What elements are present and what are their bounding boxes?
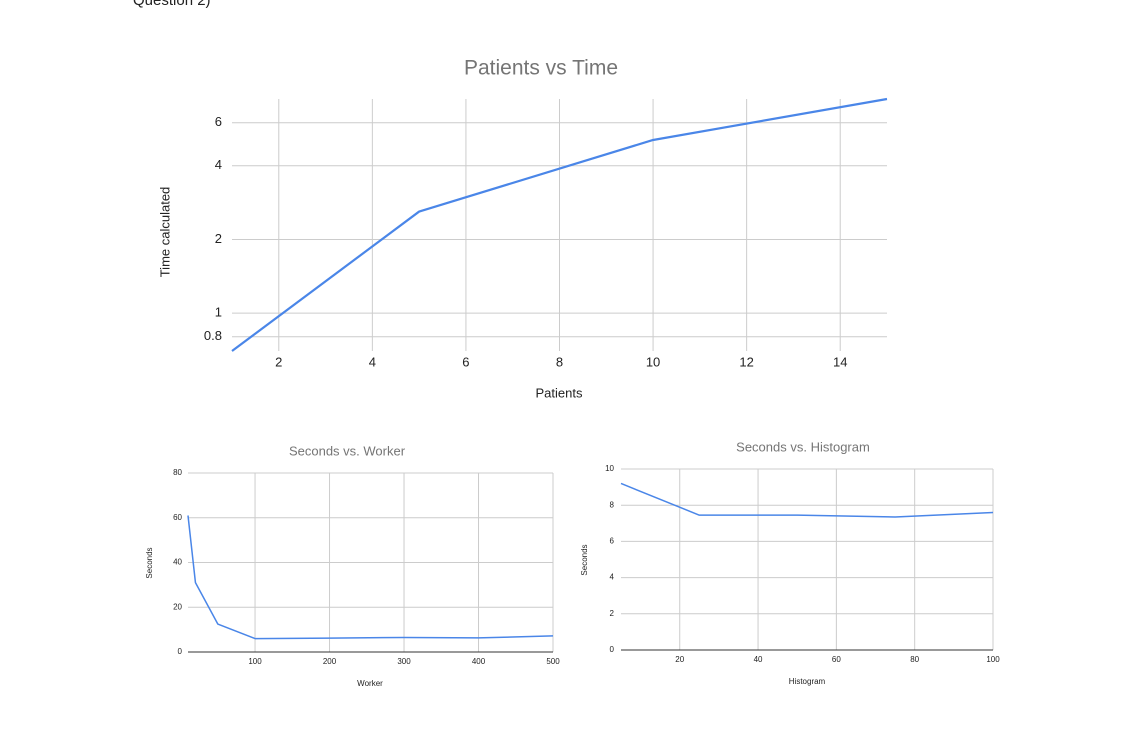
y-tick-label: 2 <box>610 609 615 618</box>
x-tick-label: 80 <box>910 655 919 664</box>
x-tick-label: 12 <box>739 354 753 369</box>
y-tick-label: 10 <box>605 464 614 473</box>
x-tick-label: 60 <box>832 655 841 664</box>
y-tick-label: 6 <box>215 114 222 129</box>
y-tick-label: 0 <box>610 645 615 654</box>
data-line <box>187 515 554 640</box>
x-tick-label: 200 <box>323 657 337 666</box>
y-tick-label: 0 <box>178 647 183 656</box>
x-tick-label: 400 <box>472 657 486 666</box>
y-tick-label: 80 <box>173 468 182 477</box>
x-tick-label: 4 <box>369 354 376 369</box>
x-tick-label: 8 <box>556 354 563 369</box>
y-tick-label: 8 <box>610 500 615 509</box>
y-tick-label: 4 <box>215 157 222 172</box>
y-tick-label: 40 <box>173 558 182 567</box>
x-tick-label: 2 <box>275 354 282 369</box>
chart-title: Seconds vs. Worker <box>289 443 406 458</box>
x-tick-label: 6 <box>462 354 469 369</box>
x-axis-label: Worker <box>357 679 383 688</box>
x-tick-label: 14 <box>833 354 847 369</box>
heading: Question 2) <box>133 0 211 9</box>
x-tick-label: 10 <box>646 354 660 369</box>
y-axis-label: Seconds <box>145 547 154 578</box>
x-tick-label: 40 <box>754 655 763 664</box>
x-tick-label: 100 <box>986 655 1000 664</box>
y-tick-label: 6 <box>610 537 615 546</box>
x-tick-label: 500 <box>546 657 560 666</box>
data-line <box>231 97 888 352</box>
x-tick-label: 100 <box>248 657 262 666</box>
chart-title: Patients vs Time <box>464 57 618 80</box>
y-tick-label: 20 <box>173 602 182 611</box>
chart-title: Seconds vs. Histogram <box>736 439 870 454</box>
x-tick-label: 20 <box>675 655 684 664</box>
y-tick-label: 4 <box>610 573 615 582</box>
y-axis-label: Time calculated <box>157 187 172 278</box>
y-tick-label: 0.8 <box>204 328 222 343</box>
data-line <box>620 482 994 518</box>
y-tick-label: 1 <box>215 305 222 320</box>
x-tick-label: 300 <box>397 657 411 666</box>
x-axis-label: Patients <box>536 385 583 400</box>
x-axis-label: Histogram <box>789 677 826 686</box>
y-axis-label: Seconds <box>580 544 589 575</box>
y-tick-label: 2 <box>215 231 222 246</box>
y-tick-label: 60 <box>173 513 182 522</box>
